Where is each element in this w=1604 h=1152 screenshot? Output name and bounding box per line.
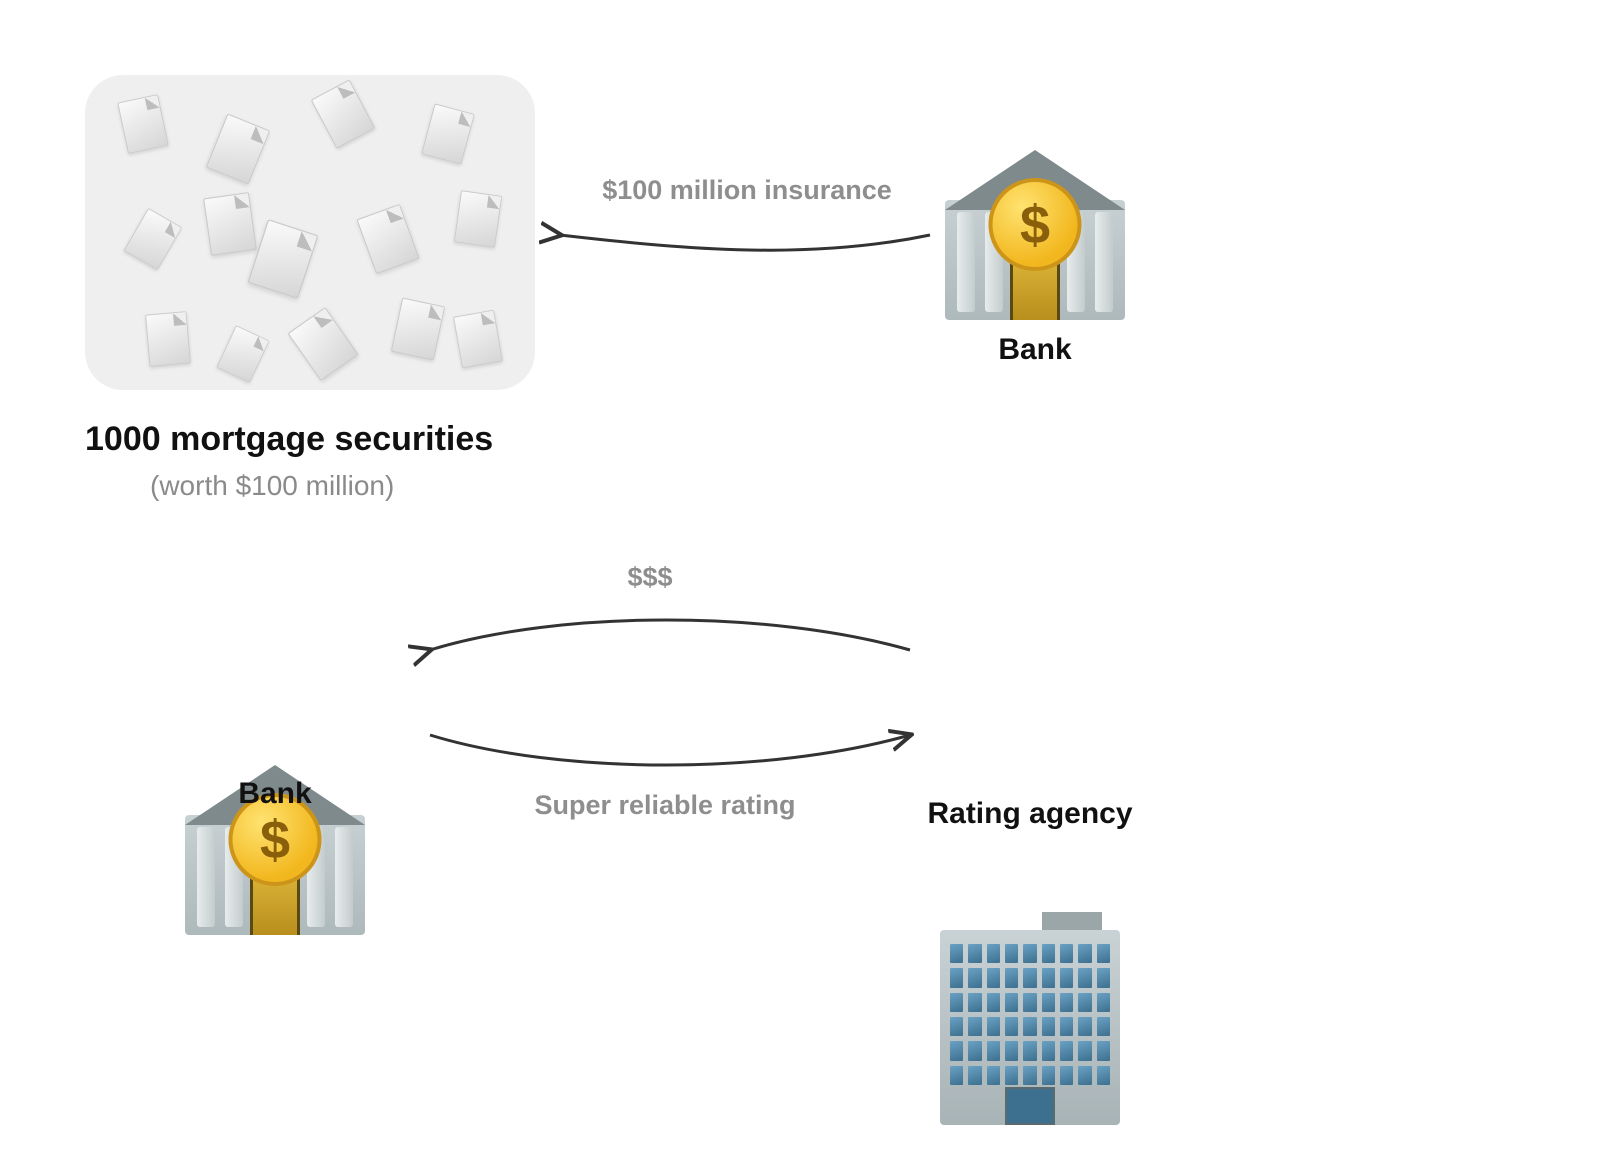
- office-window: [968, 968, 981, 987]
- office-window: [950, 944, 963, 963]
- office-window: [1060, 993, 1073, 1012]
- office-window: [950, 1017, 963, 1036]
- office-window: [987, 1041, 1000, 1060]
- document-icon: [248, 219, 319, 299]
- document-icon: [206, 113, 270, 184]
- office-window: [987, 968, 1000, 987]
- edge-arrow-insurance: [560, 235, 930, 250]
- office-window: [1005, 1041, 1018, 1060]
- office-window: [1023, 1017, 1036, 1036]
- document-icon: [124, 208, 183, 270]
- office-window: [1023, 1041, 1036, 1060]
- document-icon: [288, 307, 359, 381]
- office-window: [968, 944, 981, 963]
- office-window: [987, 1017, 1000, 1036]
- document-icon: [453, 310, 503, 369]
- bank-top-icon: $: [945, 150, 1125, 320]
- office-window: [1005, 1017, 1018, 1036]
- office-window: [1097, 944, 1110, 963]
- office-window: [1097, 1066, 1110, 1085]
- office-window: [1097, 968, 1110, 987]
- office-window: [1042, 968, 1055, 987]
- edge-label-insurance: $100 million insurance: [582, 175, 912, 206]
- office-window: [987, 1066, 1000, 1085]
- office-window: [1078, 968, 1091, 987]
- office-window: [1042, 1066, 1055, 1085]
- office-window: [1060, 1041, 1073, 1060]
- office-window: [1005, 944, 1018, 963]
- document-icon: [217, 325, 270, 383]
- document-icon: [311, 79, 375, 148]
- office-window: [950, 1041, 963, 1060]
- office-window: [950, 968, 963, 987]
- office-window: [968, 1041, 981, 1060]
- office-window: [1042, 944, 1055, 963]
- office-window: [968, 1066, 981, 1085]
- office-window: [1005, 993, 1018, 1012]
- office-window: [1005, 968, 1018, 987]
- document-icon: [117, 94, 168, 154]
- office-window: [1023, 993, 1036, 1012]
- office-window: [1078, 993, 1091, 1012]
- office-window: [1042, 993, 1055, 1012]
- office-window: [1060, 1066, 1073, 1085]
- office-window: [968, 1017, 981, 1036]
- document-icon: [454, 190, 502, 247]
- securities-title: 1000 mortgage securities: [85, 420, 493, 459]
- rating-agency-icon: [940, 930, 1120, 1125]
- office-window: [1023, 944, 1036, 963]
- bank-top-label: Bank: [945, 333, 1125, 367]
- office-window: [1078, 1041, 1091, 1060]
- office-window: [987, 993, 1000, 1012]
- office-window: [950, 993, 963, 1012]
- office-window: [1042, 1041, 1055, 1060]
- edge-arrow-money: [430, 620, 910, 650]
- office-window: [1097, 1017, 1110, 1036]
- office-window: [950, 1066, 963, 1085]
- securities-box: [85, 75, 535, 390]
- office-window: [1078, 944, 1091, 963]
- office-window: [1097, 1041, 1110, 1060]
- office-window: [1042, 1017, 1055, 1036]
- edge-label-rating: Super reliable rating: [505, 790, 825, 821]
- office-window: [1078, 1066, 1091, 1085]
- office-window: [1023, 968, 1036, 987]
- document-icon: [391, 298, 445, 361]
- rating-agency-label: Rating agency: [900, 797, 1160, 831]
- document-icon: [421, 103, 474, 164]
- office-window: [1060, 944, 1073, 963]
- office-window: [1023, 1066, 1036, 1085]
- office-window: [1060, 968, 1073, 987]
- office-window: [1097, 993, 1110, 1012]
- office-window: [987, 944, 1000, 963]
- edge-arrow-rating: [430, 735, 910, 765]
- office-window: [968, 993, 981, 1012]
- edge-label-money: $$$: [590, 562, 710, 593]
- document-icon: [356, 204, 419, 274]
- office-window: [1078, 1017, 1091, 1036]
- securities-subtitle: (worth $100 million): [150, 470, 394, 502]
- office-window: [1005, 1066, 1018, 1085]
- bank-bottom-label: Bank: [185, 777, 365, 811]
- document-icon: [203, 192, 257, 256]
- document-icon: [145, 311, 191, 367]
- office-window: [1060, 1017, 1073, 1036]
